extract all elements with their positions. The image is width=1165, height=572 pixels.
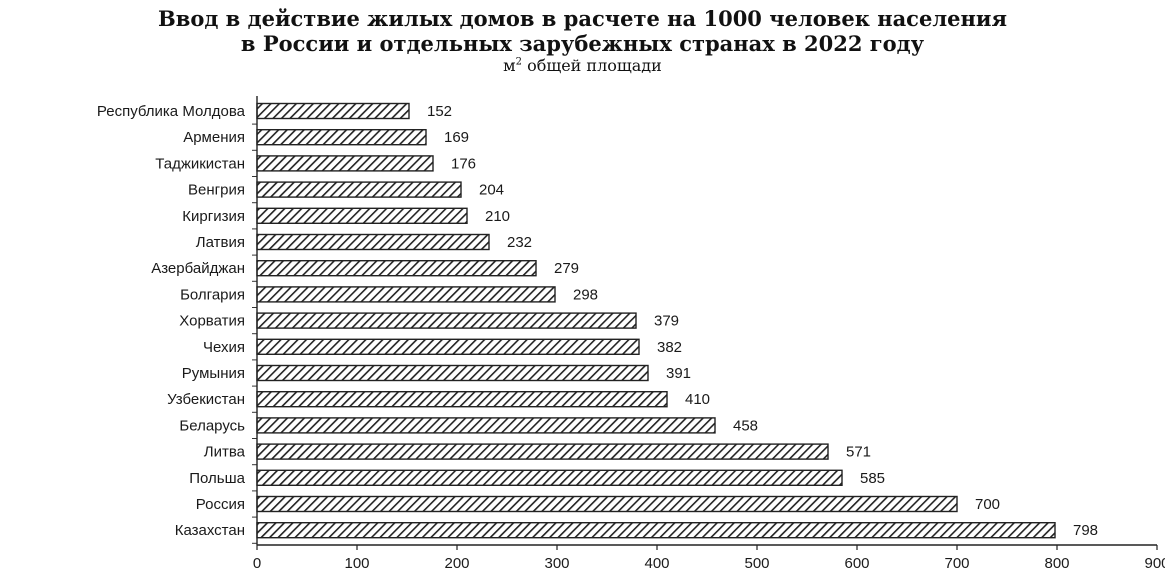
bar (256, 155, 434, 172)
bar (256, 495, 958, 513)
bar (256, 260, 537, 277)
data-label: 382 (657, 339, 682, 356)
x-tick-label: 300 (544, 555, 569, 572)
category-label: Латвия (196, 234, 245, 251)
x-tick-label: 500 (744, 555, 769, 572)
data-label: 176 (451, 155, 476, 172)
x-tick-label: 600 (844, 555, 869, 572)
bar (256, 128, 427, 146)
category-label: Литва (204, 444, 246, 461)
data-label: 279 (554, 260, 579, 277)
data-label: 571 (846, 444, 871, 461)
category-label: Таджикистан (155, 155, 245, 172)
data-label: 204 (479, 182, 504, 199)
category-label: Армения (183, 129, 245, 146)
x-tick-label: 400 (644, 555, 669, 572)
category-label: Республика Молдова (97, 103, 246, 120)
chart-title-block: Ввод в действие жилых домов в расчете на… (0, 0, 1165, 75)
data-label: 298 (573, 286, 598, 303)
chart-subtitle: м2 общей площади (0, 57, 1165, 75)
bar (256, 443, 829, 460)
bar (256, 102, 410, 120)
x-tick-label: 200 (444, 555, 469, 572)
category-label: Хорватия (179, 313, 245, 330)
data-label: 585 (860, 470, 885, 487)
category-label: Россия (196, 496, 245, 513)
data-label: 379 (654, 313, 679, 330)
category-label: Узбекистан (167, 391, 245, 408)
data-label: 798 (1073, 522, 1098, 539)
subtitle-unit: м (503, 56, 516, 75)
x-tick-label: 700 (944, 555, 969, 572)
bar (256, 364, 649, 382)
data-label: 169 (444, 129, 469, 146)
x-tick-label: 800 (1044, 555, 1069, 572)
category-label: Венгрия (188, 182, 245, 199)
bar (256, 417, 716, 434)
subtitle-unit-sup: 2 (515, 56, 522, 68)
bar (256, 338, 640, 355)
bar (256, 181, 462, 198)
plot-area: Республика Молдова 152 Армения 169 Таджикист… (97, 96, 1165, 572)
bar (256, 207, 468, 225)
category-label: Киргизия (182, 208, 245, 225)
category-label: Болгария (180, 286, 245, 303)
chart-title-line1: Ввод в действие жилых домов в расчете на… (158, 6, 1007, 31)
subtitle-text: общей площади (521, 56, 662, 75)
data-label: 152 (427, 103, 452, 120)
x-tick-label: 0 (253, 555, 261, 572)
data-label: 232 (507, 234, 532, 251)
bar (256, 312, 637, 329)
category-label: Азербайджан (151, 260, 245, 277)
x-tick-label: 900 (1144, 555, 1165, 572)
category-label: Казахстан (175, 522, 245, 539)
bar (256, 391, 668, 408)
chart-title-line2: в России и отдельных зарубежных странах … (240, 31, 925, 56)
x-tick-label: 100 (344, 555, 369, 572)
bar (256, 469, 843, 486)
category-label: Чехия (203, 339, 245, 356)
data-label: 458 (733, 417, 758, 434)
category-label: Польша (189, 470, 245, 487)
data-label: 410 (685, 391, 710, 408)
bar (256, 286, 556, 303)
data-label: 700 (975, 496, 1000, 513)
category-label: Беларусь (179, 417, 245, 434)
bar (256, 522, 1056, 539)
category-label: Румыния (182, 365, 245, 382)
bar (256, 233, 490, 251)
data-label: 210 (485, 208, 510, 225)
data-label: 391 (666, 365, 691, 382)
